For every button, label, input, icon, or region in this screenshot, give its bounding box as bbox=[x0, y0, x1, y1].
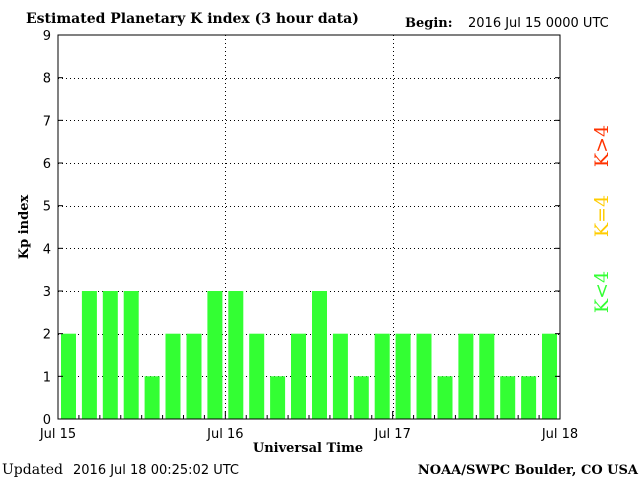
kp-bar bbox=[395, 333, 411, 419]
kp-bar bbox=[437, 376, 453, 419]
y-tick-label: 8 bbox=[43, 72, 51, 87]
kp-bar bbox=[61, 333, 76, 419]
x-axis-ticks: Jul 15 Jul 16 Jul 17 Jul 18 bbox=[39, 411, 578, 442]
y-axis-ticks: 0 1 2 3 4 5 6 7 8 9 bbox=[43, 29, 560, 428]
begin-value: 2016 Jul 15 0000 UTC bbox=[468, 16, 609, 31]
bars-group bbox=[61, 291, 557, 419]
kp-bar bbox=[228, 291, 244, 419]
kp-bar bbox=[374, 333, 390, 419]
grid-lines bbox=[58, 35, 560, 419]
kp-bar bbox=[123, 291, 139, 419]
kp-bar bbox=[102, 291, 118, 419]
kp-bar bbox=[312, 291, 327, 419]
y-tick-label: 6 bbox=[43, 157, 51, 172]
kp-bar bbox=[165, 333, 181, 419]
kp-bar bbox=[353, 376, 369, 419]
kp-bar bbox=[144, 376, 160, 419]
kp-bar bbox=[186, 333, 202, 419]
kp-bar bbox=[542, 333, 557, 419]
updated-value: 2016 Jul 18 00:25:02 UTC bbox=[73, 463, 239, 478]
kp-bar bbox=[207, 291, 223, 419]
y-axis-label: Kp index bbox=[17, 195, 32, 260]
x-axis-label: Universal Time bbox=[253, 441, 363, 456]
kp-bar bbox=[249, 333, 265, 419]
updated-label: Updated bbox=[2, 462, 63, 478]
kp-bar bbox=[500, 376, 516, 419]
y-tick-label: 1 bbox=[43, 370, 51, 385]
legend-k-equal-4: K=4 bbox=[591, 195, 613, 237]
source-label: NOAA/SWPC Boulder, CO USA bbox=[418, 463, 639, 478]
y-tick-label: 4 bbox=[43, 242, 51, 257]
kp-bar bbox=[81, 291, 97, 419]
kp-bar bbox=[416, 333, 432, 419]
kp-bar bbox=[458, 333, 474, 419]
begin-label: Begin: bbox=[405, 16, 453, 31]
y-tick-label: 2 bbox=[43, 328, 51, 343]
x-tick-label: Jul 17 bbox=[373, 427, 410, 442]
x-tick-label: Jul 16 bbox=[206, 427, 243, 442]
y-tick-label: 9 bbox=[43, 29, 51, 44]
kp-bar bbox=[270, 376, 286, 419]
x-tick-label: Jul 15 bbox=[39, 427, 76, 442]
y-tick-label: 5 bbox=[43, 200, 51, 215]
legend-k-greater-4: K>4 bbox=[591, 125, 613, 167]
chart-title: Estimated Planetary K index (3 hour data… bbox=[26, 11, 359, 27]
y-tick-label: 3 bbox=[43, 285, 51, 300]
y-tick-label: 7 bbox=[43, 114, 51, 129]
x-tick-label: Jul 18 bbox=[541, 427, 578, 442]
kp-bar bbox=[332, 333, 348, 419]
legend-k-less-4: K<4 bbox=[591, 271, 613, 313]
kp-bar bbox=[521, 376, 537, 419]
kp-bar bbox=[479, 333, 495, 419]
y-tick-label: 0 bbox=[43, 413, 51, 428]
kp-bar bbox=[291, 333, 306, 419]
